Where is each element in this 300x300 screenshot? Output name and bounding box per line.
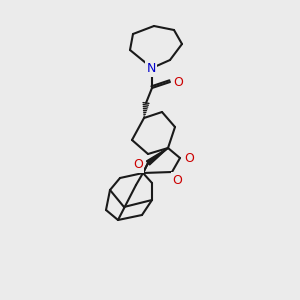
Text: O: O xyxy=(172,173,182,187)
Text: O: O xyxy=(133,158,143,172)
Text: O: O xyxy=(173,76,183,88)
Text: N: N xyxy=(146,62,156,76)
Text: O: O xyxy=(184,152,194,166)
Polygon shape xyxy=(146,148,168,165)
